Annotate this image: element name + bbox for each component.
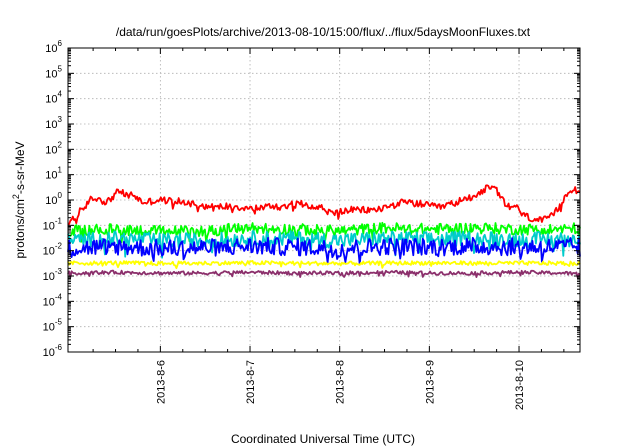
y-axis-title-prefix: protons/cm [13, 199, 27, 258]
y-axis-title-suffix: -s-sr-MeV [13, 141, 27, 194]
y-tick-label: 10-6 [43, 343, 63, 359]
y-tick-label: 102 [45, 140, 62, 156]
ticks-layer: 10-6 10-5 10-4 10-3 10-2 10-1 100 101 102 103 104 1… [43, 39, 580, 410]
x-tick-label: 2013-8-10 [514, 360, 526, 410]
chart-title: /data/run/goesPlots/archive/2013-08-10/1… [116, 25, 531, 39]
x-axis-title: Coordinated Universal Time (UTC) [231, 432, 415, 446]
y-tick-label: 100 [45, 191, 62, 207]
y-tick-label: 10-1 [43, 216, 63, 232]
plot-frame [67, 47, 581, 353]
x-tick-label: 2013-8-9 [424, 360, 436, 404]
y-tick-label: 105 [45, 64, 62, 80]
y-tick-label: 10-3 [43, 267, 63, 283]
series-layer [67, 184, 581, 279]
y-tick-label: 103 [45, 115, 62, 131]
x-tick-label: 2013-8-7 [245, 360, 257, 404]
y-axis-title: protons/cm2-s-sr-MeV [11, 141, 27, 258]
y-tick-label: 104 [45, 90, 62, 106]
y-axis-title-superscript: 2 [11, 194, 21, 199]
y-tick-label: 10-2 [43, 242, 63, 258]
series-line-2 [67, 230, 581, 259]
y-tick-label: 10-4 [43, 292, 63, 308]
y-tick-label: 10-5 [43, 318, 63, 334]
series-line-0 [67, 184, 581, 226]
series-line-4 [67, 260, 581, 270]
y-tick-label: 106 [45, 39, 62, 55]
y-tick-label: 101 [45, 166, 62, 182]
x-tick-label: 2013-8-8 [335, 360, 347, 404]
x-tick-label: 2013-8-6 [155, 360, 167, 404]
series-line-3 [67, 236, 581, 266]
grid-layer [68, 48, 580, 352]
series-line-5 [67, 269, 581, 279]
